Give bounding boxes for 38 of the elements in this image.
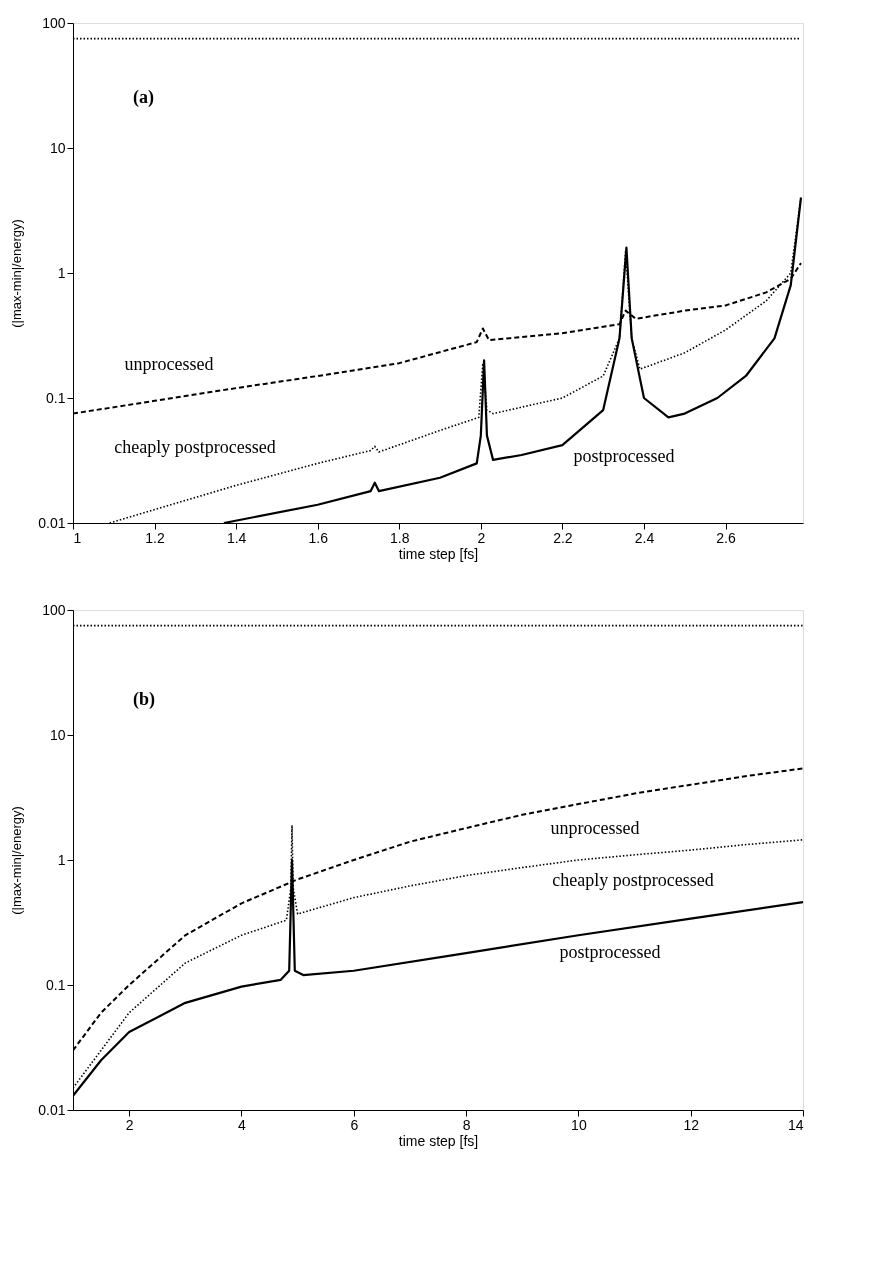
x-tick-label: 12	[683, 1116, 700, 1133]
x-tick-label: 8	[462, 1116, 471, 1133]
annotation: cheaply postprocessed	[552, 870, 714, 890]
x-tick-label: 2.2	[553, 529, 573, 546]
x-tick-label: 1.2	[145, 529, 166, 546]
y-tick-label: 0.1	[46, 976, 66, 993]
y-tick-label: 100	[42, 601, 66, 618]
annotation: unprocessed	[124, 354, 214, 374]
annotation: postprocessed	[573, 446, 675, 466]
x-tick-label: 6	[350, 1116, 359, 1133]
annotation: (b)	[133, 689, 155, 710]
y-tick-label: 10	[49, 726, 66, 743]
annotation: unprocessed	[550, 818, 640, 838]
y-tick-label: 0.01	[38, 514, 66, 531]
annotation: (a)	[133, 87, 154, 108]
x-tick-label: 10	[571, 1116, 587, 1133]
y-axis-title: (|max-min|/energy)	[9, 219, 25, 328]
y-axis-title: (|max-min|/energy)	[9, 806, 25, 915]
x-axis-title: time step [fs]	[398, 1132, 479, 1149]
x-tick-label: 2.4	[634, 529, 655, 546]
y-tick-label: 0.1	[46, 389, 66, 406]
x-axis-title: time step [fs]	[398, 545, 479, 562]
x-tick-label: 2	[125, 1116, 134, 1133]
y-tick-label: 1	[57, 851, 66, 868]
x-tick-label: 1.4	[226, 529, 247, 546]
x-tick-label: 2.6	[716, 529, 736, 546]
y-tick-label: 0.01	[38, 1101, 66, 1118]
x-tick-label: 4	[238, 1116, 247, 1133]
x-tick-label: 1.8	[390, 529, 410, 546]
annotation: postprocessed	[559, 942, 661, 962]
y-tick-label: 100	[42, 14, 66, 31]
x-tick-label: 14	[787, 1116, 804, 1133]
x-tick-label: 2	[477, 529, 486, 546]
x-tick-label: 1.6	[308, 529, 329, 546]
y-tick-label: 1	[57, 264, 66, 281]
x-tick-label: 1	[73, 529, 82, 546]
y-tick-label: 10	[49, 139, 66, 156]
annotation: cheaply postprocessed	[114, 437, 276, 457]
